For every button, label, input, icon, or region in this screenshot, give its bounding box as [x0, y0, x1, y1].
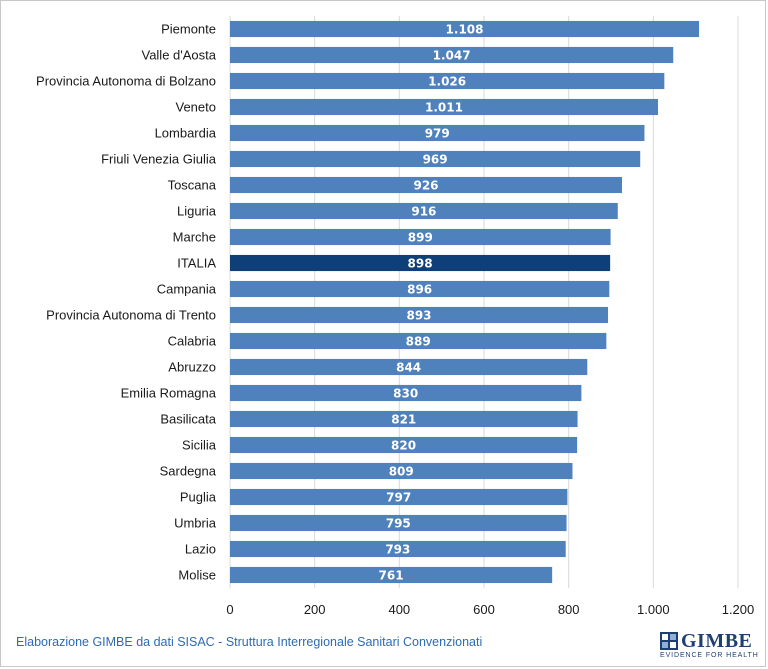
data-label: 795 — [386, 517, 411, 531]
category-label: Sardegna — [160, 464, 217, 479]
category-label: Lazio — [185, 542, 216, 557]
data-label: 916 — [411, 205, 436, 219]
x-tick-label: 600 — [473, 602, 495, 617]
category-label: Puglia — [180, 490, 217, 505]
category-label: Toscana — [168, 178, 217, 193]
data-label: 899 — [408, 231, 433, 245]
x-tick-label: 1.200 — [722, 602, 755, 617]
bar — [230, 540, 566, 558]
category-label: Piemonte — [161, 22, 216, 37]
data-label: 1.026 — [428, 75, 466, 89]
data-label: 844 — [396, 361, 421, 375]
data-label: 793 — [385, 543, 410, 557]
gimbe-logo: GIMBE EVIDENCE FOR HEALTH — [660, 630, 759, 660]
data-label: 969 — [423, 153, 448, 167]
data-label: 896 — [407, 283, 432, 297]
category-label: Valle d'Aosta — [141, 48, 216, 63]
category-label: Provincia Autonoma di Bolzano — [36, 74, 216, 89]
data-label: 926 — [413, 179, 438, 193]
data-label: 898 — [408, 257, 433, 271]
category-label: Veneto — [176, 100, 217, 115]
bar — [230, 150, 641, 168]
logo-wordmark: GIMBE — [681, 630, 753, 652]
x-tick-label: 0 — [226, 602, 233, 617]
data-label: 1.047 — [433, 49, 471, 63]
bar — [230, 124, 645, 142]
category-label: Molise — [178, 568, 216, 583]
gimbe-logo-icon — [660, 632, 678, 650]
category-label: Lombardia — [155, 126, 217, 141]
bar — [230, 410, 578, 428]
category-label: Abruzzo — [168, 360, 216, 375]
source-note: Elaborazione GIMBE da dati SISAC - Strut… — [16, 635, 483, 649]
data-label: 761 — [379, 569, 404, 583]
x-tick-label: 400 — [388, 602, 410, 617]
data-label: 1.108 — [446, 23, 484, 37]
bar — [230, 436, 578, 454]
bar — [230, 566, 553, 584]
bar — [230, 98, 658, 116]
bar — [230, 384, 582, 402]
bar — [230, 358, 588, 376]
bar — [230, 202, 618, 220]
bar — [230, 280, 610, 298]
logo-tagline: EVIDENCE FOR HEALTH — [660, 652, 759, 659]
x-tick-label: 1.000 — [637, 602, 670, 617]
bar — [230, 46, 674, 64]
data-label: 889 — [406, 335, 431, 349]
x-tick-label: 200 — [304, 602, 326, 617]
bar — [230, 176, 623, 194]
category-label: Provincia Autonoma di Trento — [46, 308, 216, 323]
bar — [230, 488, 568, 506]
category-label: Basilicata — [160, 412, 216, 427]
category-label: Friuli Venezia Giulia — [101, 152, 217, 167]
category-label: Liguria — [177, 204, 217, 219]
data-label: 820 — [391, 439, 416, 453]
bar — [230, 462, 573, 480]
data-label: 821 — [391, 413, 416, 427]
bar — [230, 514, 567, 532]
category-label: Campania — [157, 282, 217, 297]
bar — [230, 72, 665, 90]
bar-italia — [230, 254, 611, 272]
category-label: Calabria — [168, 334, 217, 349]
data-label: 893 — [406, 309, 431, 323]
category-label: Emilia Romagna — [121, 386, 217, 401]
category-label: ITALIA — [177, 256, 216, 271]
data-label: 1.011 — [425, 101, 463, 115]
category-label: Umbria — [174, 516, 217, 531]
data-label: 797 — [386, 491, 411, 505]
bar — [230, 332, 607, 350]
category-label: Sicilia — [182, 438, 217, 453]
bar — [230, 228, 611, 246]
bar — [230, 20, 700, 38]
category-label: Marche — [173, 230, 216, 245]
data-label: 979 — [425, 127, 450, 141]
bar — [230, 306, 609, 324]
data-label: 809 — [389, 465, 414, 479]
data-label: 830 — [393, 387, 418, 401]
x-tick-label: 800 — [558, 602, 580, 617]
